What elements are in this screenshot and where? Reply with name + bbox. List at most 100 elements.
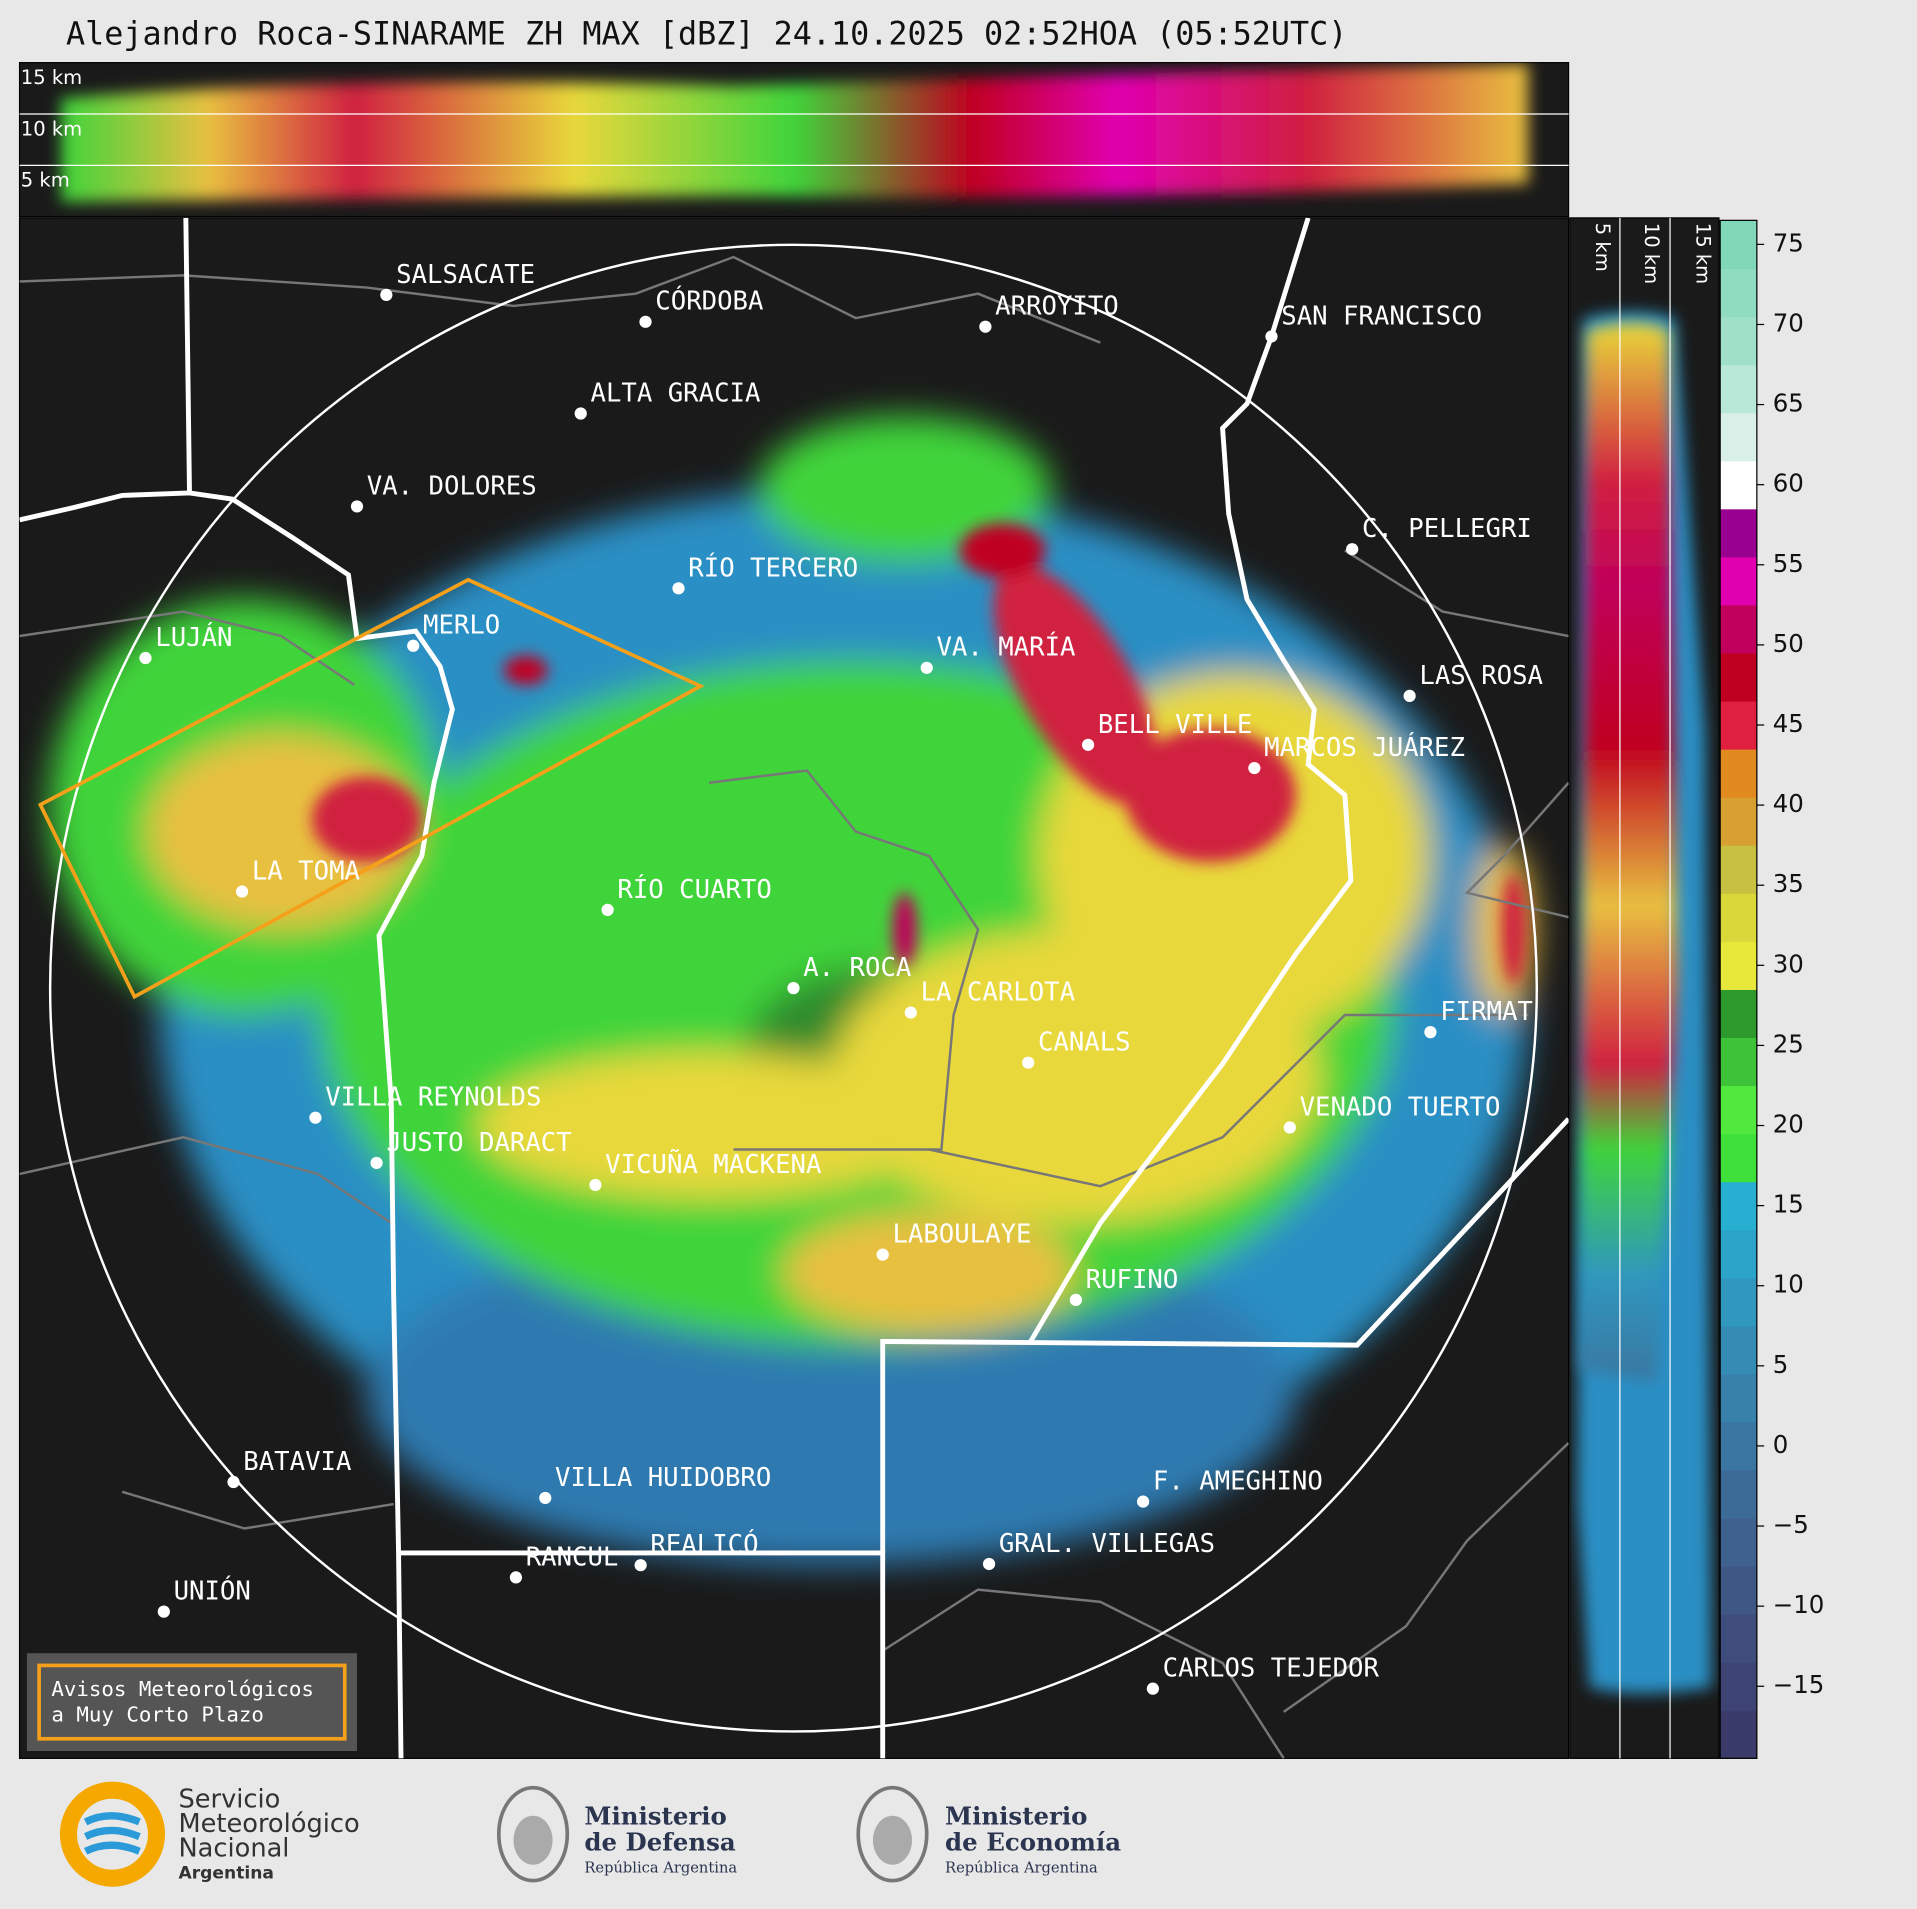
colorbar-band: [1720, 220, 1757, 270]
legend-box: [26, 1653, 357, 1752]
colorbar-tick-label: −5: [1773, 1510, 1809, 1539]
colorbar-band: [1720, 700, 1757, 750]
city-label: CÓRDOBA: [655, 285, 763, 317]
city-dot: [1069, 1293, 1082, 1306]
logo-text: Meteorológico: [178, 1809, 359, 1839]
city-dot: [982, 1557, 996, 1571]
city-dot: [601, 903, 614, 916]
city-dot: [672, 582, 685, 595]
height-label: 5 km: [1591, 223, 1614, 272]
colorbar-tick-label: 65: [1773, 389, 1804, 418]
colorbar-band: [1720, 1662, 1757, 1711]
colorbar-band: [1720, 364, 1757, 414]
warning-polygon: [37, 577, 705, 1000]
colorbar-tick-label: 75: [1773, 228, 1804, 257]
height-label: 5 km: [21, 169, 70, 192]
colorbar-band: [1720, 460, 1757, 510]
city-dot: [1283, 1121, 1296, 1134]
city-dot: [350, 500, 364, 513]
colorbar-tick-label: 0: [1773, 1430, 1789, 1459]
city-dot: [509, 1571, 523, 1584]
colorbar-tick-label: 70: [1773, 308, 1804, 337]
city-label: GRAL. VILLEGAS: [999, 1529, 1215, 1559]
height-label: 15 km: [1691, 223, 1714, 284]
logo-text: Servicio: [178, 1784, 280, 1814]
logo-text: Argentina: [178, 1863, 273, 1883]
defensa-seal: [496, 1785, 570, 1883]
city-label: MARCOS JUÁREZ: [1264, 731, 1465, 763]
city-label: ARROYITO: [995, 292, 1119, 322]
colorbar-band: [1720, 1469, 1757, 1519]
economia-seal: [856, 1785, 929, 1883]
city-label: UNIÓN: [174, 1575, 251, 1607]
colorbar-band: [1720, 1133, 1757, 1183]
colorbar: −15 −10 −5 0 5 10 15 20 25 30 35 40 45 50 55 60 65 70 75: [1719, 219, 1825, 1759]
city-label: RANCUL: [526, 1542, 619, 1572]
logo-text: República Argentina: [945, 1859, 1098, 1876]
colorbar-frame: [1719, 219, 1758, 1759]
logo-text: de Economía: [945, 1827, 1121, 1856]
borders: [19, 217, 1569, 1759]
city-label: BATAVIA: [243, 1447, 351, 1477]
legend-text: Avisos Meteorológicos: [51, 1677, 314, 1701]
city-label: LUJÁN: [155, 621, 232, 653]
city-dot: [634, 1559, 647, 1572]
colorbar-tick-label: 50: [1773, 629, 1804, 658]
city-dot: [227, 1475, 240, 1489]
city-label: ALTA GRACIA: [591, 378, 761, 408]
legend-swatch: [37, 1663, 347, 1741]
colorbar-band: [1720, 1566, 1757, 1615]
colorbar-band: [1720, 1710, 1757, 1759]
colorbar-band: [1720, 797, 1757, 846]
colorbar-band: [1720, 1277, 1757, 1327]
legend-text: a Muy Corto Plazo: [51, 1703, 264, 1727]
city-label: MERLO: [423, 611, 500, 641]
city-label: RUFINO: [1086, 1265, 1179, 1295]
city-dot: [979, 320, 992, 333]
colorbar-tick-label: 10: [1773, 1270, 1804, 1299]
logo-text: Nacional: [178, 1833, 289, 1863]
colorbar-tick-label: 20: [1773, 1110, 1804, 1139]
city-label: VA. DOLORES: [367, 471, 537, 501]
colorbar-tick-label: 35: [1773, 869, 1804, 898]
colorbar-band: [1720, 1181, 1757, 1231]
height-label: 10 km: [1640, 223, 1663, 284]
city-label: SAN FRANCISCO: [1281, 301, 1482, 331]
city-label: JUSTO DARACT: [386, 1128, 571, 1158]
city-dot: [589, 1178, 602, 1192]
radar-echo: [48, 415, 1535, 1566]
colorbar-tick-label: 15: [1773, 1190, 1804, 1219]
title: Alejandro Roca-SINARAME ZH MAX [dBZ] 24.…: [66, 17, 1347, 53]
colorbar-band: [1720, 941, 1757, 990]
colorbar-tick-label: −15: [1773, 1670, 1825, 1699]
colorbar-band: [1720, 1085, 1757, 1135]
cities: SALSACATE CÓRDOBA ARROYITO SAN FRANCISCO ALT…: [139, 260, 1543, 1695]
city-label: RÍO TERCERO: [688, 551, 858, 583]
top-profile-echo: [61, 63, 1529, 203]
city-dot: [407, 639, 420, 652]
colorbar-band: [1720, 268, 1757, 318]
city-label: FIRMAT: [1440, 997, 1533, 1027]
city-label: CANALS: [1038, 1028, 1131, 1058]
city-dot: [1081, 738, 1095, 751]
city-label: SALSACATE: [396, 260, 535, 290]
height-label: 10 km: [21, 117, 82, 140]
logo-text: de Defensa: [584, 1827, 735, 1856]
city-label: LABOULAYE: [892, 1220, 1031, 1250]
colorbar-band: [1720, 749, 1757, 798]
colorbar-tick-label: 45: [1773, 709, 1804, 738]
city-dot: [639, 315, 652, 328]
city-dot: [1248, 761, 1261, 775]
city-dot: [1136, 1495, 1150, 1508]
city-label: VENADO TUERTO: [1300, 1092, 1501, 1122]
city-label: LA CARLOTA: [921, 978, 1075, 1008]
height-label: 15 km: [21, 66, 82, 89]
colorbar-band: [1720, 508, 1757, 558]
logo-text: Ministerio: [584, 1802, 726, 1831]
colorbar-tick-label: 5: [1773, 1350, 1789, 1379]
colorbar-tick-label: −10: [1773, 1590, 1825, 1619]
city-label: CARLOS TEJEDOR: [1163, 1654, 1380, 1684]
city-dot: [539, 1491, 552, 1505]
city-label: REALICÓ: [650, 1528, 758, 1560]
